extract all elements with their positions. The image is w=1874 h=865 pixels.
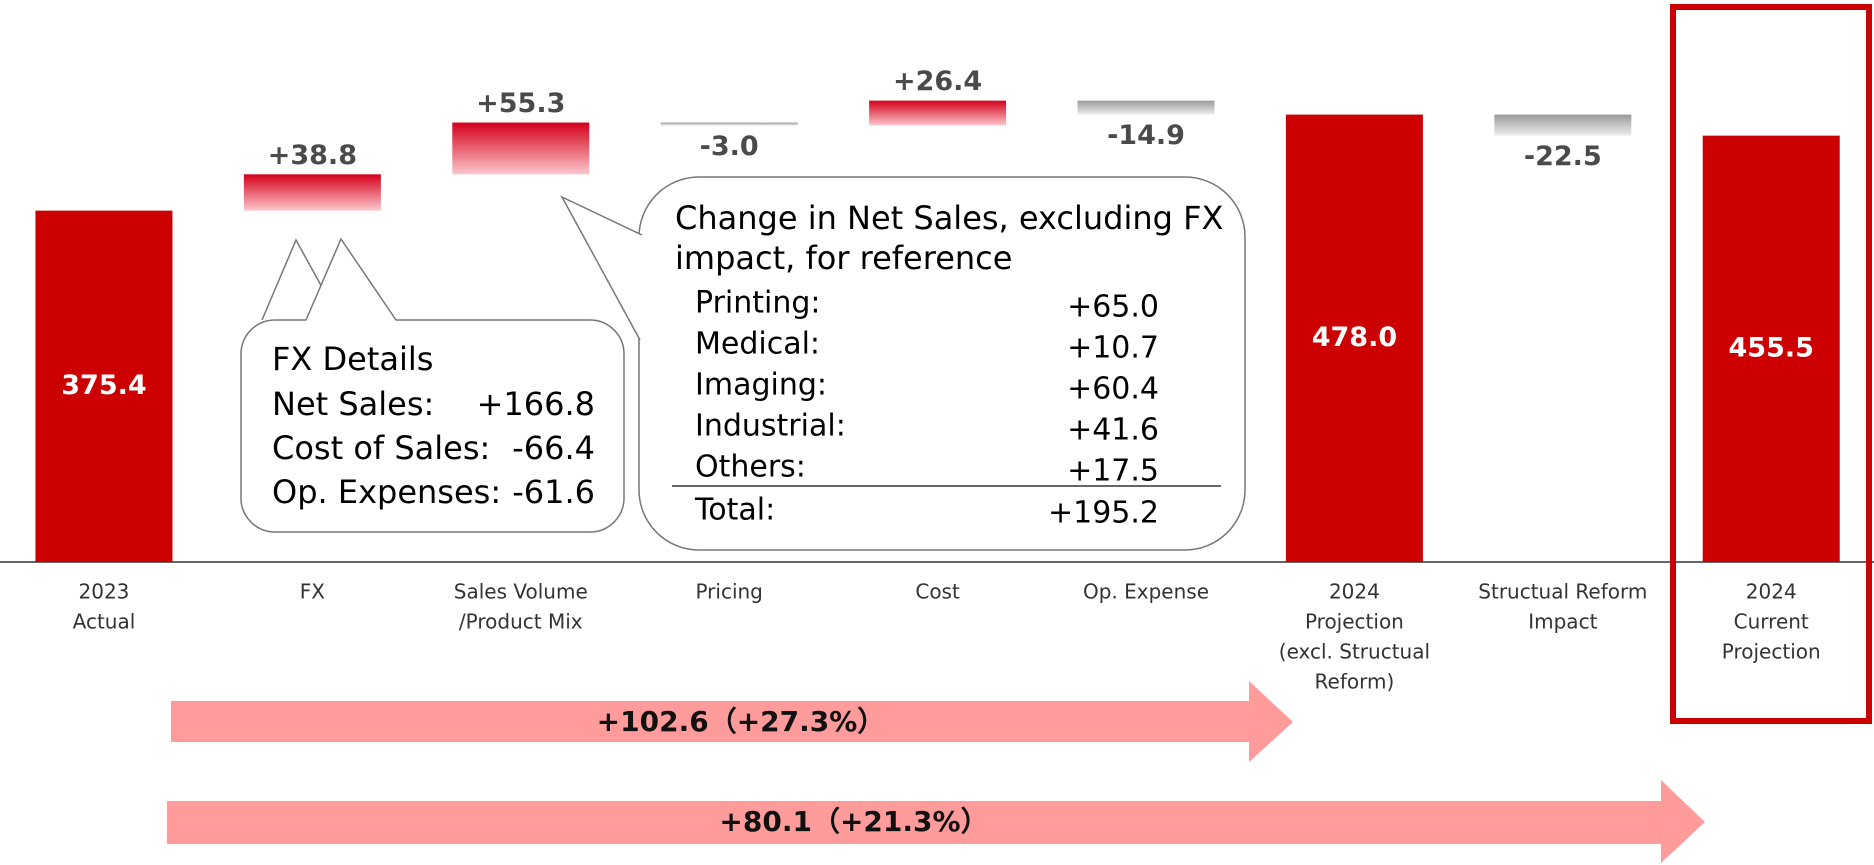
callout-pointer	[560, 195, 643, 341]
bar	[452, 122, 590, 175]
arrow	[167, 780, 1705, 863]
bar	[35, 210, 173, 562]
x-tick-label: Projection	[1305, 610, 1404, 634]
bar	[1077, 100, 1215, 115]
bar	[1702, 135, 1840, 563]
value-label: -3.0	[700, 131, 759, 162]
x-tick-label: Op. Expense	[1083, 580, 1209, 604]
x-tick-label: Sales Volume	[454, 580, 588, 604]
bar	[869, 100, 1007, 126]
x-tick-label: Impact	[1528, 610, 1597, 634]
bar	[660, 122, 798, 126]
x-tick-label: Actual	[73, 610, 136, 634]
callout-box	[638, 176, 1246, 551]
note-label: Medical:	[695, 327, 820, 362]
x-tick-label: Projection	[1722, 640, 1821, 664]
note-label: Printing:	[695, 286, 821, 321]
value-label: +26.4	[893, 66, 982, 97]
x-tick-label: 2024	[1746, 580, 1797, 604]
x-tick-label: Pricing	[695, 580, 762, 604]
value-label: 478.0	[1312, 322, 1397, 353]
x-tick-label: Current	[1734, 610, 1809, 634]
bar	[243, 174, 381, 211]
value-label: +55.3	[476, 88, 565, 119]
note-value: +17.5	[1067, 454, 1159, 489]
bar	[1285, 114, 1423, 562]
note-label: Industrial:	[695, 409, 846, 444]
note-label: Op. Expenses:	[272, 473, 501, 511]
x-tick-label: 2024	[1329, 580, 1380, 604]
x-tick-label: Cost	[915, 580, 960, 604]
callout-box	[240, 319, 625, 533]
note-title: Change in Net Sales, excluding FX	[675, 199, 1223, 237]
x-tick-label: (excl. Structual	[1279, 640, 1430, 664]
bar	[1494, 114, 1632, 136]
value-label: -22.5	[1524, 141, 1602, 172]
x-tick-label: 2023	[79, 580, 130, 604]
x-tick-label: Reform)	[1315, 670, 1395, 694]
value-label: 455.5	[1729, 332, 1814, 363]
note-value: +41.6	[1067, 413, 1159, 448]
note-value: +166.8	[477, 385, 595, 423]
x-tick-label: Structual Reform	[1478, 580, 1647, 604]
callout-pointer	[305, 237, 397, 321]
note-label: Others:	[695, 450, 806, 485]
highlight-frame	[1670, 4, 1872, 724]
note-title: impact, for reference	[675, 239, 1012, 277]
value-label: -14.9	[1107, 120, 1185, 151]
arrow-label: +80.1（+21.3%）	[719, 805, 988, 838]
x-tick-label: /Product Mix	[459, 610, 583, 634]
note-label: Imaging:	[695, 368, 827, 403]
callout-pointer-fill	[306, 239, 396, 321]
note-value: +65.0	[1067, 290, 1159, 325]
arrow	[171, 681, 1293, 762]
note-value: +195.2	[1048, 496, 1159, 531]
note-value: -61.6	[512, 473, 595, 511]
value-label: +38.8	[268, 140, 357, 171]
note-value: +10.7	[1067, 331, 1159, 366]
arrow-label: +102.6（+27.3%）	[597, 705, 886, 738]
note-value: -66.4	[512, 429, 595, 467]
note-title: FX Details	[272, 340, 433, 378]
value-label: 375.4	[61, 370, 146, 401]
note-label: Total:	[694, 493, 775, 528]
note-label: Cost of Sales:	[272, 429, 490, 467]
x-tick-label: FX	[300, 580, 326, 604]
note-label: Net Sales:	[272, 385, 434, 423]
note-value: +60.4	[1067, 372, 1159, 407]
